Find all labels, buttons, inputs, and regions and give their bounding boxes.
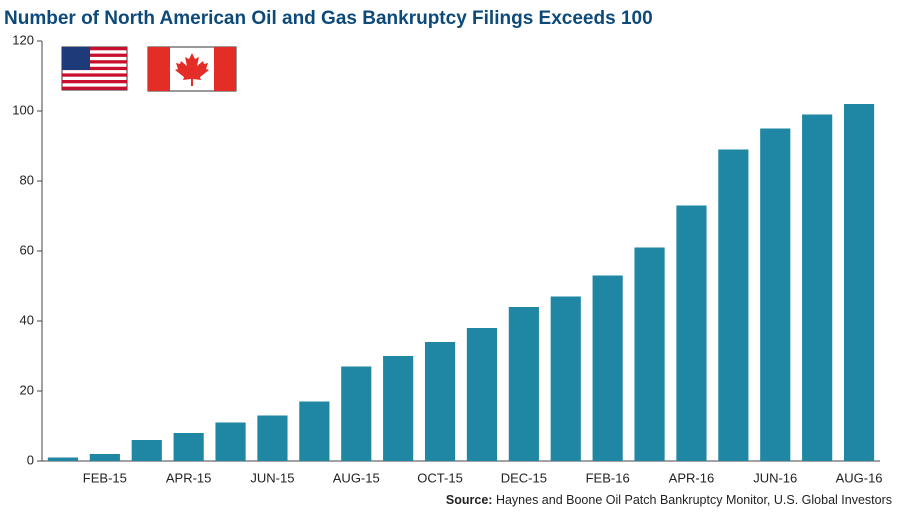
bar [424, 342, 456, 461]
x-tick-label: FEB-16 [586, 470, 630, 485]
y-tick-label: 20 [20, 382, 34, 397]
x-tick-label: APR-15 [166, 470, 212, 485]
bar [341, 366, 372, 461]
x-tick-label: DEC-15 [501, 470, 547, 485]
x-tick-label: APR-16 [669, 470, 715, 485]
bar [550, 296, 581, 461]
x-tick-label: AUG-16 [836, 470, 883, 485]
source: Source: Haynes and Boone Oil Patch Bankr… [446, 493, 892, 507]
bar [843, 104, 875, 461]
y-tick-label: 80 [20, 172, 34, 187]
bar [131, 440, 162, 461]
bar [383, 356, 414, 461]
bar [508, 307, 539, 461]
bar [760, 128, 791, 461]
us-flag [61, 46, 128, 91]
bar [634, 247, 665, 461]
chart-title: Number of North American Oil and Gas Ban… [4, 8, 653, 29]
bar [47, 457, 79, 461]
source-label: Source: [446, 493, 493, 507]
x-tick-label: OCT-15 [417, 470, 463, 485]
y-tick-label: 60 [20, 242, 34, 257]
bar [89, 454, 120, 461]
bar [676, 205, 707, 461]
x-tick-label: FEB-15 [83, 470, 127, 485]
y-tick-label: 100 [12, 102, 34, 117]
y-tick-label: 40 [20, 312, 34, 327]
bar [592, 275, 623, 461]
y-tick-label: 120 [12, 32, 34, 47]
bar [173, 433, 204, 461]
bar [718, 149, 749, 461]
bar [299, 401, 330, 461]
y-tick-label: 0 [27, 452, 34, 467]
x-tick-label: AUG-15 [333, 470, 380, 485]
bar [257, 415, 288, 461]
canada-flag [147, 46, 237, 92]
x-tick-label: JUN-15 [250, 470, 294, 485]
bar [802, 114, 833, 461]
x-tick-label: JUN-16 [753, 470, 797, 485]
source-text: Haynes and Boone Oil Patch Bankruptcy Mo… [496, 493, 892, 507]
bar [215, 422, 246, 461]
bar [466, 328, 498, 461]
